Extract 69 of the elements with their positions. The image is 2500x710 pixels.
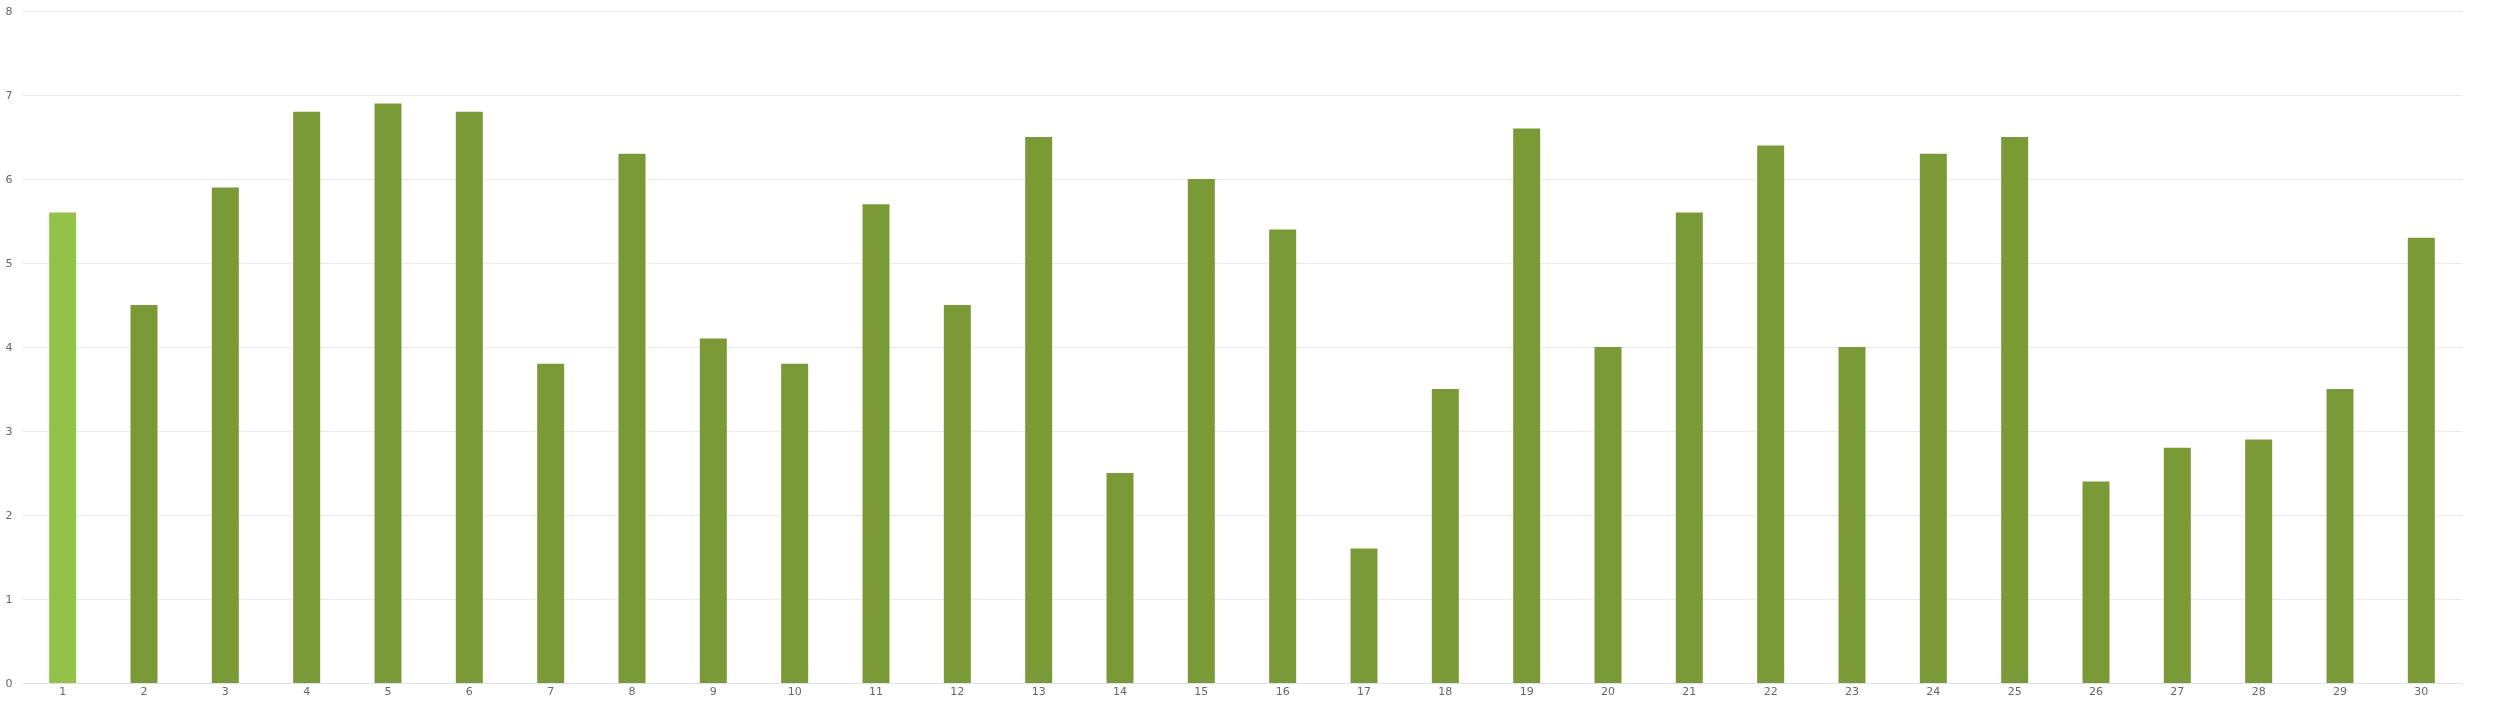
bar <box>2082 481 2110 683</box>
y-tick-label: 8 <box>5 4 13 18</box>
y-tick-label: 6 <box>5 172 13 186</box>
bar <box>1919 153 1947 683</box>
bar <box>211 187 239 683</box>
x-tick-label: 14 <box>1113 684 1127 698</box>
x-tick-label: 21 <box>1682 684 1697 698</box>
x-tick-label: 28 <box>2251 684 2266 698</box>
x-tick-label: 4 <box>303 684 311 698</box>
bar <box>1269 229 1297 683</box>
bar <box>2001 137 2029 683</box>
x-tick-label: 22 <box>1763 684 1778 698</box>
bar <box>1757 145 1785 683</box>
bar <box>2326 389 2354 683</box>
bar <box>1350 548 1378 683</box>
y-tick-label: 2 <box>5 508 13 522</box>
x-tick-label: 10 <box>787 684 802 698</box>
x-tick-label: 11 <box>869 684 883 698</box>
x-tick-label: 17 <box>1357 684 1371 698</box>
bar <box>781 363 809 683</box>
bar <box>49 212 77 683</box>
y-tick-label: 5 <box>5 256 13 270</box>
y-tick-label: 4 <box>5 340 13 354</box>
x-tick-label: 16 <box>1275 684 1290 698</box>
x-tick-label: 3 <box>221 684 229 698</box>
y-tick-label: 7 <box>5 88 13 102</box>
bar <box>1838 347 1866 683</box>
x-tick-label: 20 <box>1601 684 1615 698</box>
x-tick-label: 26 <box>2089 684 2103 698</box>
bar <box>1513 128 1541 683</box>
x-tick-label: 29 <box>2333 684 2347 698</box>
x-tick-label: 6 <box>465 684 473 698</box>
bar <box>862 204 890 683</box>
x-tick-label: 12 <box>950 684 965 698</box>
bar <box>1594 347 1622 683</box>
bar <box>1025 137 1053 683</box>
x-tick-label: 24 <box>1926 684 1941 698</box>
bar <box>2245 439 2273 683</box>
bar <box>1106 473 1134 683</box>
bar <box>699 338 727 683</box>
x-tick-label: 25 <box>2007 684 2022 698</box>
bar <box>2163 447 2191 683</box>
x-tick-label: 8 <box>628 684 636 698</box>
y-tick-label: 0 <box>5 676 13 690</box>
bar <box>2407 237 2435 683</box>
x-tick-label: 9 <box>709 684 717 698</box>
x-tick-label: 27 <box>2170 684 2185 698</box>
bar <box>1675 212 1703 683</box>
bar <box>1187 179 1215 683</box>
x-tick-label: 30 <box>2414 684 2429 698</box>
bar <box>130 305 158 683</box>
bar <box>1431 389 1459 683</box>
bar <box>943 305 971 683</box>
x-tick-label: 2 <box>140 684 148 698</box>
y-tick-label: 3 <box>5 424 13 438</box>
bar <box>293 111 321 683</box>
x-tick-label: 5 <box>384 684 392 698</box>
bar <box>537 363 565 683</box>
x-tick-label: 19 <box>1519 684 1534 698</box>
x-tick-label: 15 <box>1194 684 1209 698</box>
x-tick-label: 7 <box>547 684 555 698</box>
bar <box>374 103 402 683</box>
x-tick-label: 23 <box>1845 684 1859 698</box>
x-tick-label: 18 <box>1438 684 1453 698</box>
x-tick-label: 1 <box>59 684 67 698</box>
y-tick-label: 1 <box>5 592 13 606</box>
bar <box>618 153 646 683</box>
bar <box>455 111 483 683</box>
x-tick-label: 13 <box>1031 684 1046 698</box>
